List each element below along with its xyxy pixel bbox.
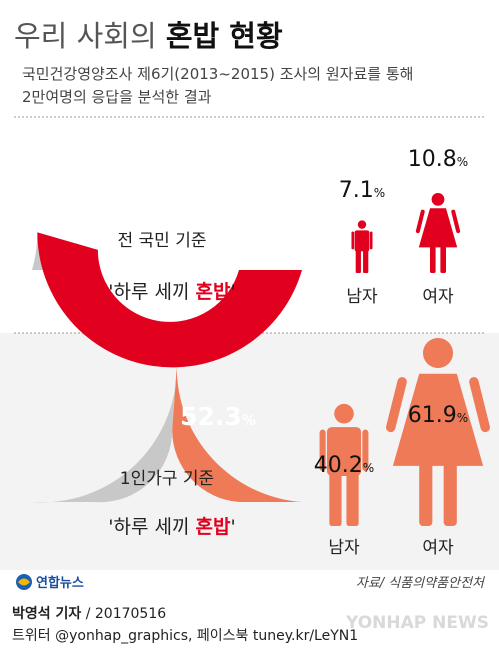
figure-torso — [326, 427, 362, 476]
figure-head — [357, 220, 367, 229]
figure-dress — [392, 373, 484, 466]
figure-leg — [440, 245, 446, 273]
male-figure-icon — [319, 403, 369, 526]
yonhap-logo: 연합뉴스 — [16, 574, 84, 591]
gauge-label: 전 국민 기준 — [117, 231, 206, 251]
figure-leg — [355, 249, 361, 273]
gender-icons-single-household — [319, 338, 490, 526]
male-value-label: 40.2% — [314, 453, 374, 478]
figure-arm — [369, 231, 373, 250]
figure-leg — [430, 245, 436, 273]
female-value-label: 61.9% — [408, 403, 468, 428]
page-title: 우리 사회의 혼밥 현황 — [14, 19, 283, 53]
figure-leg — [346, 472, 359, 526]
figure-head — [334, 403, 354, 424]
panel-whole-population: 전 국민 기준 9% '하루 세끼 혼밥' 7.1% 10.8% 남자 여자 — [32, 147, 468, 368]
figure-leg — [443, 462, 457, 526]
figure-leg — [419, 462, 433, 526]
figure-arm — [415, 209, 425, 234]
byline: 박영석 기자 / 20170516 — [12, 605, 166, 622]
figure-head — [422, 338, 454, 369]
figure-arm — [362, 429, 369, 472]
male-figure-icon — [351, 220, 373, 273]
caption: '하루 세끼 혼밥' — [108, 515, 235, 538]
gauge-single-household — [32, 367, 302, 503]
gauge-share-arc — [172, 367, 302, 502]
female-value-label: 10.8% — [408, 147, 468, 172]
figure-arm — [469, 377, 490, 433]
figure-arm — [451, 209, 461, 234]
male-value-label: 7.1% — [339, 178, 385, 203]
social-handles: 트위터 @yonhap_graphics, 페이스북 tuney.kr/LeYN… — [12, 628, 358, 644]
figure-leg — [363, 249, 369, 273]
watermark: YONHAP NEWS — [345, 613, 489, 633]
male-label: 남자 — [328, 538, 360, 558]
caption: '하루 세끼 혼밥' — [108, 280, 235, 303]
female-label: 여자 — [422, 287, 454, 307]
gauge-value-label: 9% — [244, 237, 275, 266]
figure-head — [431, 193, 445, 206]
figure-arm — [319, 429, 326, 472]
panel-single-household: 52.3% 1인가구 기준 '하루 세끼 혼밥' 40.2% 61.9% 남자 … — [32, 338, 490, 558]
gauge-share-arc — [37, 232, 302, 368]
gauge-value-label: 52.3% — [180, 402, 256, 431]
source: 자료/ 식품의약품안전처 — [356, 576, 486, 591]
male-label: 남자 — [346, 287, 378, 307]
figure-leg — [329, 472, 342, 526]
figure-arm — [386, 377, 407, 433]
logo-mark — [18, 578, 30, 586]
gauge-remainder-arc — [32, 367, 177, 503]
female-figure-icon — [386, 338, 490, 526]
logo-text: 연합뉴스 — [36, 575, 84, 591]
subtitle-line2: 2만여명의 응답을 분석한 결과 — [22, 88, 212, 106]
subtitle-line1: 국민건강영양조사 제6기(2013~2015) 조사의 원자료를 통해 — [22, 65, 413, 83]
figure-dress — [418, 208, 458, 248]
figure-torso — [354, 230, 370, 252]
female-label: 여자 — [422, 538, 454, 558]
gauge-whole-population — [32, 232, 302, 368]
gauge-label: 1인가구 기준 — [120, 469, 214, 489]
gender-icons-whole-population — [351, 193, 461, 273]
female-figure-icon — [415, 193, 461, 273]
figure-arm — [351, 231, 355, 250]
